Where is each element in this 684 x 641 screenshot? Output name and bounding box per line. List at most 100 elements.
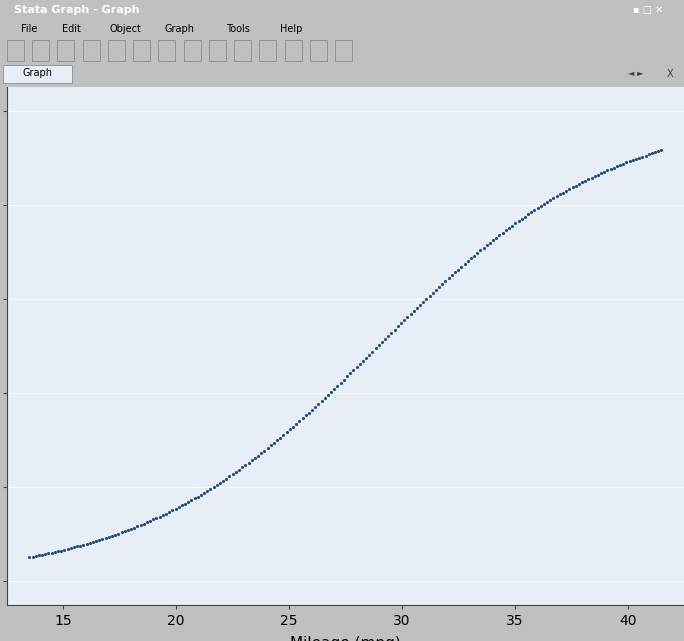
Point	[554, 189, 565, 199]
Text: ◄ ►: ◄ ►	[629, 69, 644, 78]
Point	[633, 153, 644, 163]
Point	[49, 547, 60, 557]
Point	[176, 500, 187, 510]
Point	[291, 419, 302, 429]
Point	[278, 429, 289, 440]
Point	[542, 197, 553, 207]
Point	[339, 374, 350, 385]
Point	[157, 510, 168, 520]
Point	[602, 165, 613, 176]
Point	[148, 514, 159, 524]
Point	[55, 545, 66, 556]
Point	[116, 528, 127, 538]
Point	[564, 184, 575, 194]
Point	[186, 495, 197, 505]
Point	[163, 507, 174, 517]
Point	[462, 256, 473, 266]
Point	[97, 534, 108, 544]
Point	[440, 276, 451, 286]
Bar	[57, 40, 75, 62]
Point	[589, 171, 600, 181]
Text: Graph: Graph	[23, 68, 53, 78]
Point	[605, 164, 616, 174]
Point	[326, 387, 337, 397]
Point	[269, 438, 280, 448]
Point	[494, 230, 505, 240]
Point	[107, 531, 118, 541]
Point	[72, 542, 83, 552]
Point	[507, 221, 518, 231]
Point	[227, 469, 238, 479]
Point	[142, 517, 153, 528]
Bar	[259, 40, 276, 62]
Point	[287, 422, 298, 432]
Point	[624, 156, 635, 167]
Point	[329, 383, 340, 394]
Point	[65, 543, 76, 553]
Point	[370, 343, 381, 353]
Point	[294, 416, 305, 426]
Point	[132, 521, 143, 531]
Point	[538, 199, 549, 209]
Point	[360, 353, 371, 363]
Bar	[234, 40, 251, 62]
Point	[532, 203, 543, 213]
Point	[189, 493, 200, 503]
Point	[367, 346, 378, 356]
Bar	[159, 40, 176, 62]
Point	[196, 490, 207, 500]
Point	[281, 427, 292, 437]
Bar	[133, 40, 150, 62]
Point	[627, 155, 638, 165]
Point	[646, 148, 657, 158]
Point	[100, 533, 111, 543]
Point	[335, 378, 346, 388]
Point	[598, 167, 609, 177]
Bar	[183, 40, 200, 62]
Point	[523, 210, 534, 220]
Point	[221, 474, 232, 484]
Point	[27, 552, 38, 562]
Text: X: X	[667, 69, 674, 79]
Point	[608, 162, 619, 172]
Point	[640, 151, 651, 161]
Point	[306, 404, 317, 415]
Point	[233, 465, 244, 475]
Point	[135, 520, 146, 530]
Point	[94, 535, 105, 545]
Point	[103, 532, 114, 542]
Point	[75, 540, 86, 551]
Point	[573, 179, 584, 189]
Point	[449, 267, 460, 278]
Point	[631, 154, 642, 164]
Point	[218, 476, 228, 486]
Text: Object: Object	[109, 24, 142, 33]
Point	[611, 161, 622, 171]
Point	[170, 504, 181, 514]
Point	[316, 395, 327, 406]
Point	[482, 240, 492, 251]
Point	[637, 151, 648, 162]
Point	[475, 246, 486, 256]
Point	[129, 522, 140, 533]
Point	[389, 324, 400, 335]
Point	[405, 309, 416, 319]
Point	[497, 228, 508, 238]
Point	[526, 207, 537, 217]
Point	[621, 157, 632, 167]
Point	[208, 482, 219, 492]
Point	[84, 538, 95, 548]
Bar	[83, 40, 100, 62]
Point	[304, 408, 315, 418]
Point	[536, 201, 547, 212]
Point	[59, 545, 70, 555]
Point	[650, 147, 661, 158]
Text: Graph: Graph	[164, 24, 194, 33]
Point	[205, 484, 216, 494]
Text: Tools: Tools	[226, 24, 250, 33]
Bar	[209, 40, 226, 62]
Point	[415, 299, 425, 310]
Point	[488, 235, 499, 246]
Point	[332, 381, 343, 391]
Point	[586, 172, 597, 183]
